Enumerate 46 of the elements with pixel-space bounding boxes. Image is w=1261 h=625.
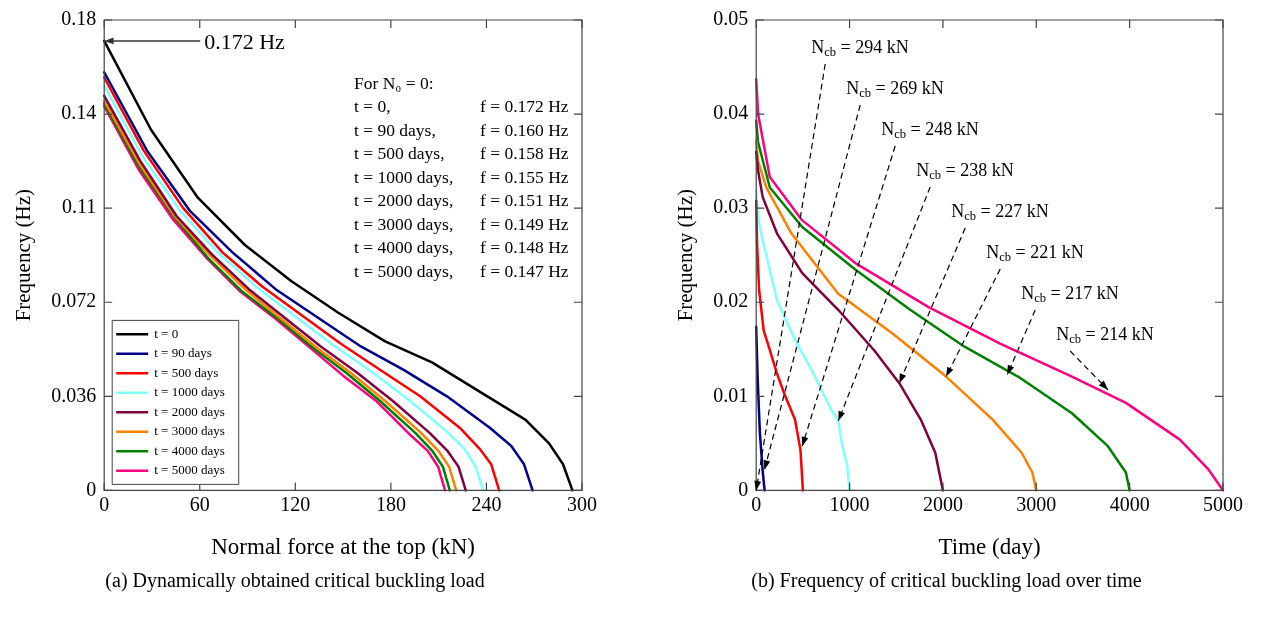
legend-label: t = 500 days [154, 364, 219, 380]
x-tick-label: 120 [280, 492, 311, 515]
y-tick-label: 0.02 [713, 289, 749, 312]
x-tick-label: 300 [567, 492, 597, 515]
y-axis-title: Frequency (Hz) [11, 189, 36, 322]
legend-label: t = 2000 days [154, 403, 225, 419]
legend-label: t = 1000 days [154, 384, 225, 400]
annotation: For N₀ = 0: [354, 72, 434, 93]
y-tick-label: 0.036 [51, 383, 97, 406]
y-tick-label: 0 [738, 477, 749, 500]
text: t = 1000 days, f = 0.155 Hz [354, 166, 569, 187]
y-tick-label: 0.04 [713, 101, 749, 124]
x-tick-label: 60 [189, 492, 210, 515]
x-tick-label: 180 [375, 492, 406, 515]
text: (a) Dynamically obtained critical buckling load [105, 569, 485, 593]
x-tick-label: 2000 [922, 492, 963, 515]
y-tick-label: 0.18 [61, 7, 97, 30]
legend-label: t = 3000 days [154, 423, 225, 439]
y-axis-title: Frequency (Hz) [673, 189, 698, 322]
text: t = 4000 days, f = 0.148 Hz [354, 237, 569, 258]
text: (b) Frequency of critical buckling load over time [751, 569, 1142, 593]
text: t = 3000 days, f = 0.149 Hz [354, 213, 569, 234]
legend-label: t = 90 days [154, 345, 212, 361]
x-tick-label: 5000 [1203, 492, 1243, 515]
y-tick-label: 0.05 [713, 7, 749, 30]
x-tick-label: 3000 [1016, 492, 1057, 515]
y-tick-label: 0.03 [713, 195, 749, 218]
legend-label: t = 0 [154, 325, 179, 341]
x-tick-label: 1000 [829, 492, 870, 515]
text: t = 2000 days, f = 0.151 Hz [354, 190, 569, 211]
text: t = 5000 days, f = 0.147 Hz [354, 260, 569, 281]
y-tick-label: 0.14 [61, 101, 97, 124]
text: t = 90 days, f = 0.160 Hz [354, 119, 569, 140]
x-tick-label: 240 [471, 492, 502, 515]
y-tick-label: 0.11 [61, 195, 97, 218]
x-axis-title: Normal force at the top (kN) [211, 534, 475, 560]
x-axis-title: Time (day) [938, 534, 1041, 560]
legend-label: t = 4000 days [154, 442, 225, 458]
y-tick-label: 0 [86, 477, 97, 500]
text: t = 500 days, f = 0.158 Hz [354, 143, 569, 164]
annotation: 0.172 Hz [204, 28, 286, 54]
legend-label: t = 5000 days [154, 462, 225, 478]
y-tick-label: 0.01 [713, 383, 749, 406]
text: t = 0, f = 0.172 Hz [354, 96, 569, 117]
x-tick-label: 4000 [1109, 492, 1150, 515]
y-tick-label: 0.072 [51, 289, 97, 312]
